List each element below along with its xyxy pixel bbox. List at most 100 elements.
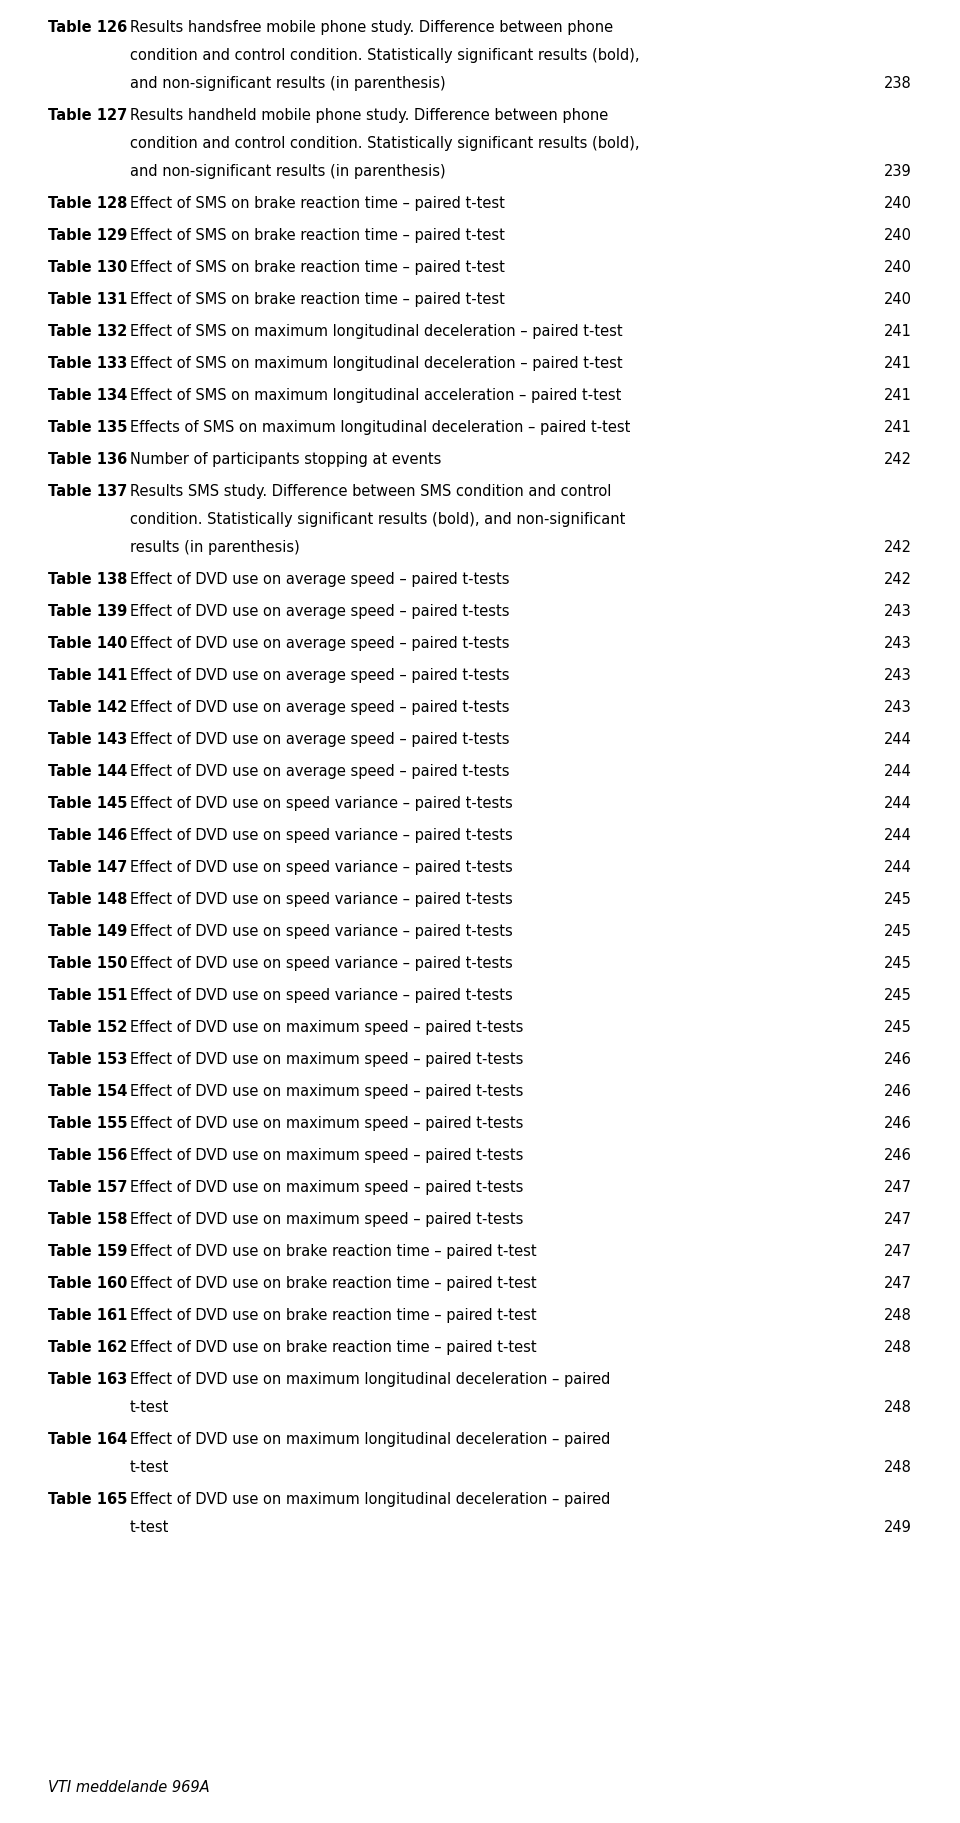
Text: 241: 241: [884, 388, 912, 403]
Text: Table 146: Table 146: [48, 828, 128, 842]
Text: 241: 241: [884, 324, 912, 339]
Text: Table 149: Table 149: [48, 924, 128, 939]
Text: 245: 245: [884, 924, 912, 939]
Text: Table 161: Table 161: [48, 1307, 128, 1322]
Text: 242: 242: [884, 540, 912, 554]
Text: Effect of DVD use on average speed – paired t-tests: Effect of DVD use on average speed – pai…: [130, 572, 510, 587]
Text: 240: 240: [884, 261, 912, 275]
Text: Table 126: Table 126: [48, 20, 128, 35]
Text: Effect of DVD use on speed variance – paired t-tests: Effect of DVD use on speed variance – pa…: [130, 795, 513, 811]
Text: 243: 243: [884, 667, 912, 682]
Text: 240: 240: [884, 195, 912, 211]
Text: 247: 247: [884, 1179, 912, 1194]
Text: Effect of SMS on brake reaction time – paired t-test: Effect of SMS on brake reaction time – p…: [130, 195, 505, 211]
Text: Table 147: Table 147: [48, 859, 128, 875]
Text: Effect of DVD use on average speed – paired t-tests: Effect of DVD use on average speed – pai…: [130, 636, 510, 651]
Text: Effects of SMS on maximum longitudinal deceleration – paired t-test: Effects of SMS on maximum longitudinal d…: [130, 419, 631, 434]
Text: Table 140: Table 140: [48, 636, 128, 651]
Text: Table 130: Table 130: [48, 261, 128, 275]
Text: Table 141: Table 141: [48, 667, 128, 682]
Text: 244: 244: [884, 859, 912, 875]
Text: Effect of SMS on maximum longitudinal deceleration – paired t-test: Effect of SMS on maximum longitudinal de…: [130, 355, 623, 370]
Text: Table 132: Table 132: [48, 324, 128, 339]
Text: 241: 241: [884, 355, 912, 370]
Text: Table 158: Table 158: [48, 1210, 128, 1227]
Text: Effect of DVD use on maximum speed – paired t-tests: Effect of DVD use on maximum speed – pai…: [130, 1083, 523, 1099]
Text: Table 143: Table 143: [48, 731, 128, 747]
Text: Effect of DVD use on maximum speed – paired t-tests: Effect of DVD use on maximum speed – pai…: [130, 1179, 523, 1194]
Text: Effect of DVD use on speed variance – paired t-tests: Effect of DVD use on speed variance – pa…: [130, 955, 513, 970]
Text: Effect of DVD use on maximum speed – paired t-tests: Effect of DVD use on maximum speed – pai…: [130, 1210, 523, 1227]
Text: 241: 241: [884, 419, 912, 434]
Text: Effect of DVD use on maximum longitudinal deceleration – paired: Effect of DVD use on maximum longitudina…: [130, 1431, 611, 1446]
Text: 247: 247: [884, 1243, 912, 1258]
Text: Table 153: Table 153: [48, 1052, 128, 1066]
Text: t-test: t-test: [130, 1400, 169, 1415]
Text: Table 131: Table 131: [48, 292, 128, 306]
Text: Table 152: Table 152: [48, 1019, 128, 1034]
Text: condition. Statistically significant results (bold), and non-significant: condition. Statistically significant res…: [130, 512, 625, 527]
Text: Effect of DVD use on brake reaction time – paired t-test: Effect of DVD use on brake reaction time…: [130, 1243, 537, 1258]
Text: 244: 244: [884, 731, 912, 747]
Text: Effect of SMS on brake reaction time – paired t-test: Effect of SMS on brake reaction time – p…: [130, 261, 505, 275]
Text: Table 128: Table 128: [48, 195, 128, 211]
Text: t-test: t-test: [130, 1458, 169, 1475]
Text: Effect of SMS on brake reaction time – paired t-test: Effect of SMS on brake reaction time – p…: [130, 292, 505, 306]
Text: Effect of DVD use on maximum speed – paired t-tests: Effect of DVD use on maximum speed – pai…: [130, 1019, 523, 1034]
Text: 243: 243: [884, 636, 912, 651]
Text: 245: 245: [884, 1019, 912, 1034]
Text: 243: 243: [884, 700, 912, 715]
Text: 248: 248: [884, 1307, 912, 1322]
Text: 246: 246: [884, 1052, 912, 1066]
Text: Effect of SMS on maximum longitudinal acceleration – paired t-test: Effect of SMS on maximum longitudinal ac…: [130, 388, 621, 403]
Text: 240: 240: [884, 228, 912, 242]
Text: Number of participants stopping at events: Number of participants stopping at event…: [130, 452, 442, 467]
Text: 247: 247: [884, 1276, 912, 1291]
Text: Table 150: Table 150: [48, 955, 128, 970]
Text: 246: 246: [884, 1116, 912, 1130]
Text: results (in parenthesis): results (in parenthesis): [130, 540, 300, 554]
Text: Effect of DVD use on speed variance – paired t-tests: Effect of DVD use on speed variance – pa…: [130, 924, 513, 939]
Text: Table 133: Table 133: [48, 355, 128, 370]
Text: 249: 249: [884, 1519, 912, 1535]
Text: Table 144: Table 144: [48, 764, 128, 778]
Text: Effect of DVD use on brake reaction time – paired t-test: Effect of DVD use on brake reaction time…: [130, 1276, 537, 1291]
Text: 240: 240: [884, 292, 912, 306]
Text: Results SMS study. Difference between SMS condition and control: Results SMS study. Difference between SM…: [130, 483, 612, 500]
Text: 242: 242: [884, 452, 912, 467]
Text: Table 163: Table 163: [48, 1371, 128, 1385]
Text: Effect of DVD use on brake reaction time – paired t-test: Effect of DVD use on brake reaction time…: [130, 1307, 537, 1322]
Text: 246: 246: [884, 1083, 912, 1099]
Text: Table 164: Table 164: [48, 1431, 128, 1446]
Text: Table 145: Table 145: [48, 795, 128, 811]
Text: 248: 248: [884, 1400, 912, 1415]
Text: Effect of DVD use on average speed – paired t-tests: Effect of DVD use on average speed – pai…: [130, 603, 510, 618]
Text: 245: 245: [884, 891, 912, 906]
Text: Table 137: Table 137: [48, 483, 128, 500]
Text: Effect of DVD use on average speed – paired t-tests: Effect of DVD use on average speed – pai…: [130, 700, 510, 715]
Text: Table 148: Table 148: [48, 891, 128, 906]
Text: Effect of DVD use on average speed – paired t-tests: Effect of DVD use on average speed – pai…: [130, 667, 510, 682]
Text: 246: 246: [884, 1147, 912, 1163]
Text: Effect of SMS on maximum longitudinal deceleration – paired t-test: Effect of SMS on maximum longitudinal de…: [130, 324, 623, 339]
Text: and non-significant results (in parenthesis): and non-significant results (in parenthe…: [130, 77, 445, 91]
Text: 245: 245: [884, 955, 912, 970]
Text: Effect of DVD use on maximum speed – paired t-tests: Effect of DVD use on maximum speed – pai…: [130, 1052, 523, 1066]
Text: 244: 244: [884, 828, 912, 842]
Text: 248: 248: [884, 1458, 912, 1475]
Text: Table 156: Table 156: [48, 1147, 128, 1163]
Text: 248: 248: [884, 1340, 912, 1354]
Text: and non-significant results (in parenthesis): and non-significant results (in parenthe…: [130, 164, 445, 179]
Text: Effect of DVD use on speed variance – paired t-tests: Effect of DVD use on speed variance – pa…: [130, 988, 513, 1003]
Text: Table 154: Table 154: [48, 1083, 128, 1099]
Text: Effect of DVD use on maximum speed – paired t-tests: Effect of DVD use on maximum speed – pai…: [130, 1147, 523, 1163]
Text: Effect of SMS on brake reaction time – paired t-test: Effect of SMS on brake reaction time – p…: [130, 228, 505, 242]
Text: Table 136: Table 136: [48, 452, 128, 467]
Text: Table 129: Table 129: [48, 228, 128, 242]
Text: Effect of DVD use on speed variance – paired t-tests: Effect of DVD use on speed variance – pa…: [130, 891, 513, 906]
Text: Table 135: Table 135: [48, 419, 128, 434]
Text: condition and control condition. Statistically significant results (bold),: condition and control condition. Statist…: [130, 137, 639, 151]
Text: 239: 239: [884, 164, 912, 179]
Text: Table 157: Table 157: [48, 1179, 128, 1194]
Text: Effect of DVD use on brake reaction time – paired t-test: Effect of DVD use on brake reaction time…: [130, 1340, 537, 1354]
